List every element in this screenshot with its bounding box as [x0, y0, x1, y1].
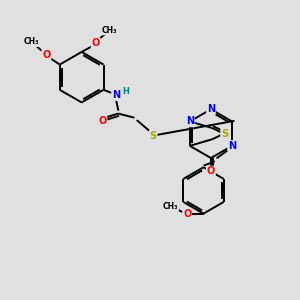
Text: CH₃: CH₃	[102, 26, 117, 35]
Text: S: S	[221, 129, 228, 139]
Text: H: H	[122, 87, 129, 96]
Text: N: N	[228, 141, 236, 151]
Text: N: N	[207, 104, 215, 114]
Text: O: O	[42, 50, 50, 60]
Text: N: N	[186, 116, 194, 127]
Text: CH₃: CH₃	[163, 202, 178, 211]
Text: CH₃: CH₃	[23, 38, 39, 46]
Text: O: O	[98, 116, 106, 126]
Text: O: O	[92, 38, 100, 48]
Text: S: S	[150, 130, 157, 141]
Text: N: N	[112, 90, 120, 100]
Text: O: O	[183, 208, 191, 219]
Text: O: O	[207, 167, 215, 176]
